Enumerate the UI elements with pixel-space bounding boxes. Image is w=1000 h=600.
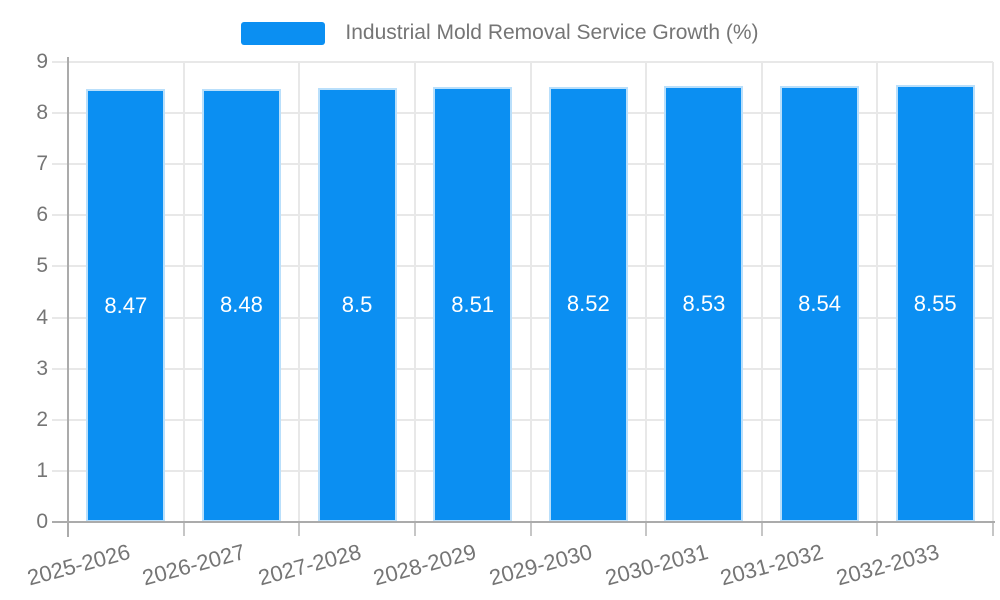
bar-value-label: 8.51 xyxy=(451,291,495,317)
bar-value-label: 8.54 xyxy=(798,290,841,316)
x-category-label: 2027-2028 xyxy=(255,539,364,591)
y-tick-label: 9 xyxy=(36,50,48,73)
bar xyxy=(780,85,860,522)
vertical-gridline xyxy=(760,62,763,522)
chart-legend[interactable]: Industrial Mold Removal Service Growth (… xyxy=(0,20,1000,46)
x-category-label: 2032-2033 xyxy=(833,539,942,591)
vertical-gridline xyxy=(298,62,301,522)
x-axis-tick xyxy=(413,523,416,536)
y-tick-label: 8 xyxy=(36,101,48,125)
bar xyxy=(895,85,975,522)
x-axis-tick xyxy=(182,523,185,536)
bar-value-label: 8.48 xyxy=(220,292,263,318)
x-category-label: 2026-2027 xyxy=(139,539,248,591)
vertical-gridline xyxy=(992,62,994,522)
bar-chart-plot-area: 8.47 8.48 8.5 8.51 8.52 8.53 8.54 8.55 0 1 2 3 4 5 6 7 8… xyxy=(24,50,995,590)
x-axis-tick xyxy=(529,523,532,536)
bar-value-label: 8.47 xyxy=(104,292,148,318)
legend-label: Industrial Mold Removal Service Growth (… xyxy=(345,21,759,44)
bar xyxy=(548,86,628,522)
y-tick-label: 0 xyxy=(36,510,48,533)
vertical-gridline xyxy=(413,62,416,522)
bar-value-label: 8.52 xyxy=(566,291,610,317)
vertical-gridline xyxy=(529,62,532,522)
x-category-label: 2028-2029 xyxy=(371,539,480,591)
y-tick-label: 6 xyxy=(36,203,48,227)
bar xyxy=(664,86,744,522)
x-category-label: 2025-2026 xyxy=(24,539,133,591)
vertical-gridline xyxy=(876,62,879,522)
bar-value-label: 8.55 xyxy=(913,290,957,316)
bar xyxy=(201,88,281,522)
horizontal-gridline xyxy=(52,61,993,63)
y-axis-line xyxy=(67,57,69,537)
bar-value-label: 8.5 xyxy=(341,291,373,317)
x-category-label: 2030-2031 xyxy=(602,539,711,591)
bar xyxy=(317,87,397,522)
vertical-gridline xyxy=(182,62,185,522)
y-tick-label: 5 xyxy=(36,254,48,278)
x-axis-tick xyxy=(992,523,994,536)
y-tick-label: 4 xyxy=(36,305,48,329)
x-axis-tick xyxy=(645,523,648,536)
bar-value-label: 8.53 xyxy=(682,291,726,316)
x-category-label: 2031-2032 xyxy=(717,539,827,591)
x-category-label: 2029-2030 xyxy=(486,539,595,591)
y-tick-label: 7 xyxy=(36,152,48,176)
x-axis-tick xyxy=(67,523,69,536)
x-axis-tick xyxy=(876,523,879,536)
y-tick-label: 2 xyxy=(36,407,48,431)
legend-swatch-icon xyxy=(241,21,326,45)
bar xyxy=(433,87,513,522)
x-axis-tick xyxy=(298,523,301,536)
x-axis-tick xyxy=(760,523,763,536)
vertical-gridline xyxy=(645,62,648,522)
y-tick-label: 1 xyxy=(36,458,48,482)
y-tick-label: 3 xyxy=(36,356,48,380)
bar xyxy=(86,89,166,522)
